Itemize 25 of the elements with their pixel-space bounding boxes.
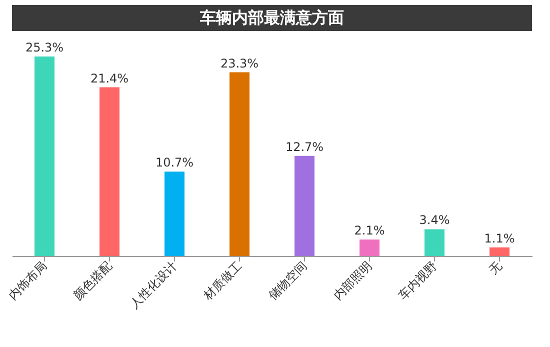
data-label: 10.7% bbox=[155, 156, 194, 170]
bar bbox=[100, 87, 120, 256]
data-label: 25.3% bbox=[25, 40, 64, 55]
bar bbox=[360, 239, 380, 256]
bar bbox=[34, 56, 54, 256]
x-tick-label: 颜色搭配 bbox=[70, 258, 114, 302]
chart-title: 车辆内部最满意方面 bbox=[199, 8, 344, 27]
x-tick-label: 材质做工 bbox=[200, 258, 244, 304]
bar bbox=[164, 172, 184, 256]
bar bbox=[490, 247, 510, 256]
x-tick-label: 人性化设计 bbox=[127, 258, 180, 311]
data-label: 3.4% bbox=[419, 213, 450, 228]
x-tick-label: 储物空间 bbox=[266, 258, 310, 302]
data-label: 1.1% bbox=[484, 231, 515, 246]
data-label: 2.1% bbox=[354, 223, 385, 238]
data-label: 23.3% bbox=[220, 56, 259, 70]
bar bbox=[424, 229, 444, 256]
x-tick-label: 内饰布局 bbox=[6, 258, 50, 302]
data-label: 21.4% bbox=[90, 71, 129, 86]
x-tick-label: 车内视野 bbox=[396, 258, 440, 302]
x-tick-label: 无 bbox=[486, 258, 504, 277]
bar bbox=[294, 156, 314, 256]
x-tick-label: 内部照明 bbox=[330, 258, 374, 302]
bar bbox=[230, 72, 250, 256]
data-label: 12.7% bbox=[285, 140, 324, 154]
